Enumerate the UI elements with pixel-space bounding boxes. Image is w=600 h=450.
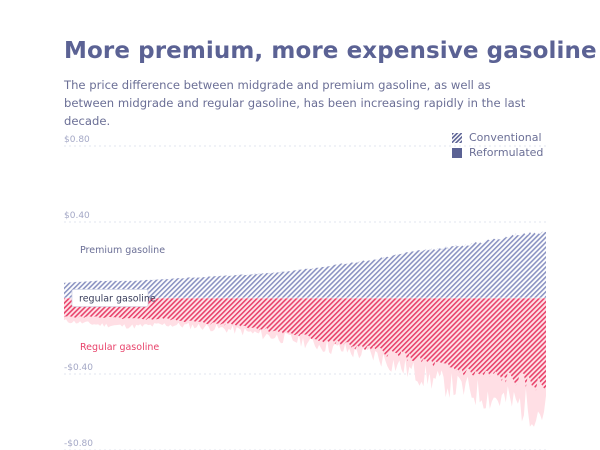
legend-item-conventional[interactable]: Conventional xyxy=(452,130,543,145)
y-tick-label: $0.80 xyxy=(64,135,90,145)
legend-item-reformulated[interactable]: Reformulated xyxy=(452,145,543,160)
solid-swatch-icon xyxy=(452,147,462,158)
y-tick-label: -$0.80 xyxy=(64,439,93,449)
regular-gasoline-label: Regular gasoline xyxy=(80,342,159,353)
tooltip-text: regular gasoline xyxy=(79,294,156,305)
chart-title: More premium, more expensive gasoline xyxy=(64,38,597,64)
legend-label-reformulated: Reformulated xyxy=(469,146,544,159)
hatched-swatch-icon xyxy=(452,132,462,143)
chart-legend: Conventional Reformulated xyxy=(452,130,543,160)
tooltip-box xyxy=(71,289,149,307)
premium-gasoline-label: Premium gasoline xyxy=(80,245,165,256)
conventional-regular-area xyxy=(64,298,546,391)
y-axis: $0.80 $0.40 -$0.40 -$0.80 xyxy=(64,135,93,449)
y-tick-label: -$0.40 xyxy=(64,363,93,373)
legend-label-conventional: Conventional xyxy=(469,131,542,144)
conventional-premium-area xyxy=(64,231,546,298)
chart-subtitle: The price difference between midgrade an… xyxy=(64,78,526,128)
hover-tooltip: regular gasoline xyxy=(71,289,156,307)
plot-areas xyxy=(64,231,546,427)
y-tick-label: $0.40 xyxy=(64,211,90,221)
